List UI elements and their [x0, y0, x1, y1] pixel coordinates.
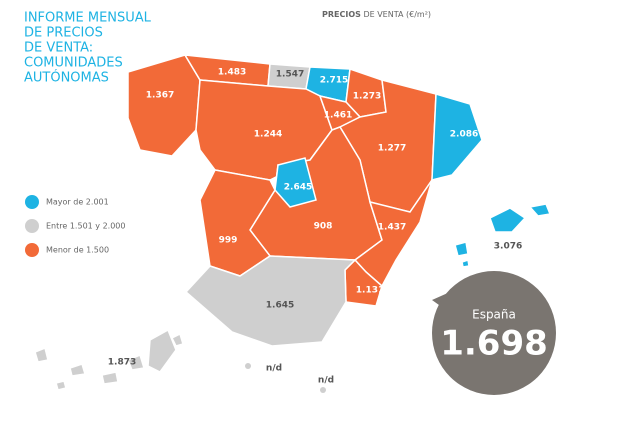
- region-label: 3.076: [494, 242, 522, 252]
- region-label: 1.367: [146, 91, 174, 101]
- subtitle: PRECIOS DE VENTA (€/m²): [322, 10, 431, 19]
- legend-swatch: [25, 243, 39, 257]
- region-shape: [454, 241, 469, 257]
- legend-swatch: [25, 219, 39, 233]
- title-line: INFORME MENSUAL: [24, 11, 152, 26]
- region-shape: [127, 54, 201, 157]
- subtitle-bold: PRECIOS: [322, 10, 361, 19]
- region-shape: [431, 93, 483, 181]
- region-label: n/d: [318, 376, 334, 386]
- region-label: 999: [219, 236, 238, 246]
- region-dot: [320, 387, 326, 393]
- region-shape: [55, 380, 67, 391]
- title-line: DE VENTA:: [24, 41, 93, 56]
- region-dot: [245, 363, 251, 369]
- region-shape: [461, 259, 470, 268]
- region-shape: [274, 157, 317, 208]
- region-label: 1.547: [276, 70, 304, 80]
- region-label: 2.086: [450, 130, 478, 140]
- region-label: 1.645: [266, 301, 294, 311]
- region-shape: [147, 328, 177, 373]
- region-shape: [353, 179, 433, 288]
- region-shape: [34, 346, 49, 363]
- region-label: n/d: [266, 364, 282, 374]
- region-label: 908: [314, 222, 333, 232]
- legend-swatch: [25, 195, 39, 209]
- region-label: 2.645: [284, 183, 312, 193]
- legend-label: Menor de 1.500: [46, 246, 109, 255]
- badge: [432, 271, 556, 395]
- title-line: COMUNIDADES: [24, 56, 123, 71]
- region-label: 2.715: [320, 76, 348, 86]
- region-label: 1.244: [254, 130, 282, 140]
- region-shape: [528, 203, 552, 217]
- region-label: 1.437: [378, 223, 406, 233]
- legend-label: Entre 1.501 y 2.000: [46, 222, 125, 231]
- region-shape: [101, 371, 119, 385]
- region-shape: [489, 207, 527, 233]
- badge-value: 1.698: [440, 324, 548, 364]
- region-shape: [184, 255, 357, 347]
- legend-label: Mayor de 2.001: [46, 198, 109, 207]
- region-label: 1.461: [324, 111, 352, 121]
- region-label: 1.873: [108, 358, 136, 368]
- region-label: 1.277: [378, 144, 406, 154]
- subtitle-rest: DE VENTA (€/m²): [363, 10, 431, 19]
- region-label: 1.483: [218, 68, 246, 78]
- region-label: 1.273: [353, 92, 381, 102]
- region-label: 1.131: [356, 286, 384, 296]
- badge-label: España: [472, 308, 516, 322]
- region-shape: [170, 332, 184, 347]
- region-shape: [69, 363, 86, 377]
- title-line: AUTÓNOMAS: [24, 70, 109, 86]
- region-shape: [127, 353, 145, 371]
- title-line: DE PRECIOS: [24, 26, 103, 41]
